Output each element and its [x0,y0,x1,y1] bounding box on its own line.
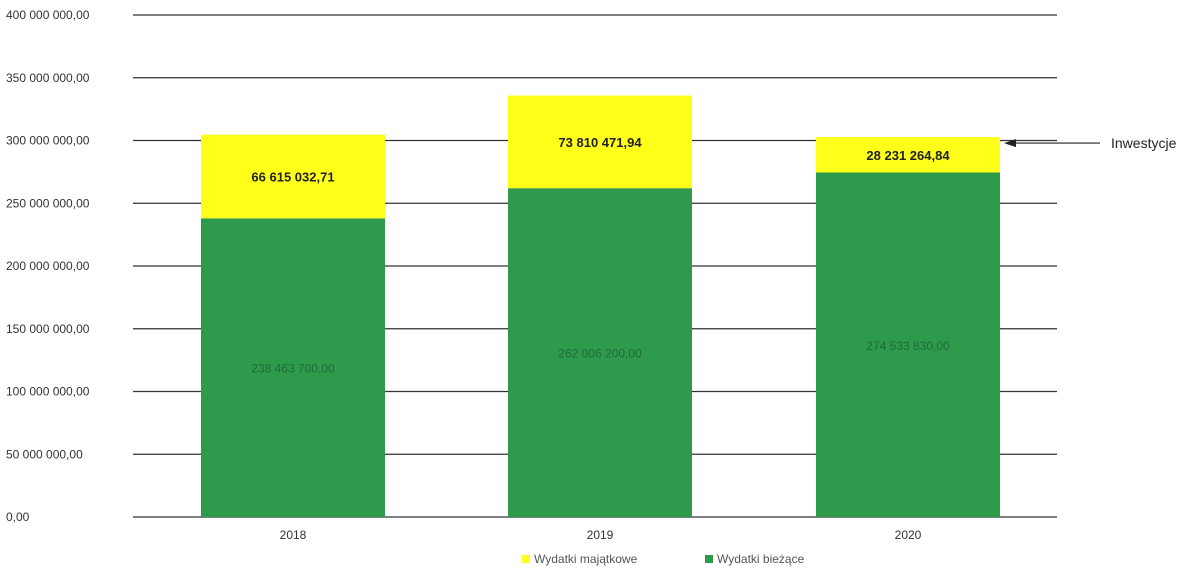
y-tick-label: 0,00 [6,510,30,524]
bar-segment-wydatki-majatkowe [816,137,1000,173]
y-tick-label: 200 000 000,00 [6,259,90,273]
legend-swatch [705,555,713,563]
legend-swatch [522,555,530,563]
bar-segment-wydatki-majatkowe [201,134,385,219]
y-tick-label: 300 000 000,00 [6,134,90,148]
data-labels: 238 463 700,00 66 615 032,71 262 006 200,0… [251,135,950,376]
bar-segment-wydatki-majatkowe [508,95,692,189]
legend-label: Wydatki bieżące [717,552,805,566]
bar-segment-wydatki-biezace [816,172,1000,517]
annotation: Inwestycje [1004,135,1177,151]
x-tick-label: 2019 [587,528,614,542]
bar-segment-wydatki-biezace [201,218,385,517]
data-label-wydatki-biezace: 274 533 830,00 [866,339,950,353]
annotation-arrow-head [1004,139,1016,148]
bars [201,95,1000,517]
y-tick-label: 150 000 000,00 [6,322,90,336]
bar-segment-wydatki-biezace [508,188,692,517]
data-label-wydatki-majatkowe: 28 231 264,84 [866,148,950,163]
data-label-wydatki-biezace: 262 006 200,00 [558,347,642,361]
y-tick-label: 350 000 000,00 [6,71,90,85]
x-tick-label: 2018 [280,528,307,542]
data-label-wydatki-majatkowe: 73 810 471,94 [558,135,642,150]
y-tick-label: 400 000 000,00 [6,8,90,22]
legend-label: Wydatki majątkowe [534,552,638,566]
y-tick-label: 250 000 000,00 [6,196,90,210]
legend: Wydatki majątkowe Wydatki bieżące [522,552,805,566]
y-tick-label: 100 000 000,00 [6,385,90,399]
data-label-wydatki-biezace: 238 463 700,00 [251,362,335,376]
x-axis-ticks: 2018 2019 2020 [280,528,922,542]
y-tick-label: 50 000 000,00 [6,447,83,461]
data-label-wydatki-majatkowe: 66 615 032,71 [251,170,334,185]
x-tick-label: 2020 [895,528,922,542]
annotation-label: Inwestycje [1111,135,1177,151]
y-axis-ticks: 0,00 50 000 000,00 100 000 000,00 150 000 0… [6,8,90,524]
